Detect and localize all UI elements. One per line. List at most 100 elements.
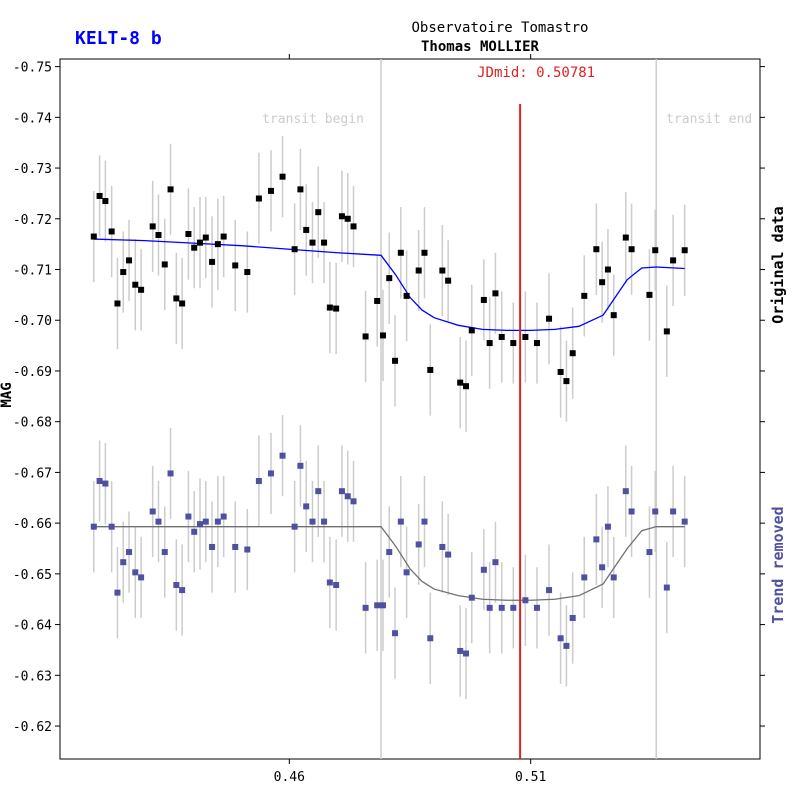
- trend-removed-point: [670, 508, 677, 515]
- y-tick-label: -0.62: [13, 720, 52, 735]
- original-data-point: [191, 244, 198, 251]
- trend-removed-point: [120, 559, 127, 566]
- y-tick-label: -0.75: [13, 61, 52, 76]
- original-data-point: [326, 304, 333, 311]
- trend-removed-point: [321, 518, 328, 525]
- trend-removed-point: [468, 594, 475, 601]
- trend-removed-point: [480, 566, 487, 573]
- original-data-point: [267, 187, 274, 194]
- trend-removed-point: [415, 541, 422, 548]
- trend-removed-point: [510, 604, 517, 611]
- original-data-point: [309, 239, 316, 246]
- trend-removed-point: [628, 508, 635, 515]
- x-tick-label: 0.46: [274, 770, 305, 785]
- original-data-point: [202, 234, 209, 241]
- trend-removed-point: [191, 528, 198, 535]
- original-data-point: [510, 340, 517, 347]
- original-data-point: [563, 378, 570, 385]
- original-data-point: [179, 300, 186, 307]
- transit-begin-label: transit begin: [262, 112, 364, 127]
- trend-removed-point: [126, 549, 133, 556]
- original-data-point: [96, 192, 103, 199]
- trend-removed-point: [463, 650, 469, 657]
- trend-removed-point: [244, 546, 251, 553]
- original-data-point: [468, 327, 475, 334]
- trend-removed-point: [209, 543, 216, 550]
- original-data-point: [155, 232, 162, 239]
- original-data-point: [533, 340, 540, 347]
- trend-removed-point: [581, 574, 588, 581]
- original-data-point: [185, 231, 192, 237]
- original-data-point: [161, 261, 168, 268]
- original-data-point: [374, 297, 381, 304]
- trend-removed-point: [303, 503, 310, 510]
- original-data-point: [132, 281, 139, 288]
- original-data-point: [546, 315, 553, 322]
- original-data-point: [397, 249, 404, 256]
- trend-removed-point: [421, 518, 428, 525]
- original-data-point: [498, 333, 505, 340]
- original-data-point: [486, 340, 493, 347]
- trend-removed-point: [599, 564, 606, 571]
- trend-removed-point: [457, 647, 464, 654]
- original-data-point: [338, 213, 345, 220]
- original-data-point: [149, 223, 156, 230]
- trend-removed-point: [102, 480, 109, 487]
- original-data-point: [427, 366, 434, 373]
- trend-removed-point: [202, 518, 209, 525]
- trend-removed-point: [546, 587, 553, 594]
- trend-removed-point: [267, 470, 274, 477]
- y-tick-label: -0.66: [13, 517, 52, 532]
- trend-removed-fit-curve: [93, 526, 685, 601]
- original-data-point: [421, 249, 428, 256]
- trend-removed-point: [392, 630, 399, 637]
- y-tick-label: -0.71: [13, 264, 52, 279]
- trend-removed-point: [663, 584, 670, 591]
- trend-removed-point: [90, 523, 97, 530]
- trend-removed-point: [315, 488, 322, 495]
- trend-removed-point: [681, 518, 688, 525]
- original-data-point: [415, 267, 422, 274]
- trend-removed-point: [646, 549, 653, 556]
- trend-removed-point: [498, 604, 505, 611]
- original-data-point: [114, 300, 121, 307]
- original-data-point: [214, 241, 221, 248]
- original-data-point: [220, 233, 227, 240]
- plot-frame: [59, 58, 761, 760]
- trend-removed-point: [593, 536, 600, 543]
- original-data-point: [102, 198, 109, 205]
- trend-removed-point: [379, 602, 386, 609]
- original-data-point: [344, 215, 351, 222]
- trend-removed-point: [344, 493, 351, 500]
- original-data-point: [457, 379, 464, 386]
- trend-removed-point: [161, 549, 168, 556]
- trend-removed-point: [652, 508, 659, 515]
- trend-removed-point: [114, 589, 121, 596]
- trend-removed-point: [350, 498, 357, 505]
- original-data-point: [255, 195, 262, 202]
- observer-label: Thomas MOLLIER: [421, 39, 540, 55]
- trend-removed-point: [132, 569, 139, 576]
- y-tick-label: -0.70: [13, 314, 52, 329]
- original-data-point: [315, 209, 322, 216]
- original-data-point: [303, 226, 310, 233]
- trend-removed-point: [439, 543, 446, 550]
- original-data-point: [167, 186, 174, 193]
- trend-removed-point: [397, 518, 404, 525]
- y-axis-label: MAG: [0, 382, 15, 407]
- original-data-point: [279, 173, 286, 180]
- y-tick-label: -0.65: [13, 568, 52, 583]
- original-data-point: [480, 296, 487, 303]
- original-data-point: [197, 239, 203, 246]
- original-fit-curve: [93, 238, 685, 332]
- original-data-point: [209, 258, 216, 265]
- axes: -0.75 -0.74 -0.73 -0.72 -0.71 -0.70 -0.69 -0.68…: [13, 54, 765, 785]
- original-data-point: [622, 234, 629, 241]
- trend-removed-point: [232, 543, 239, 550]
- trend-removed-point: [403, 569, 410, 576]
- original-data-point: [652, 247, 659, 254]
- trend-removed-point: [569, 614, 576, 621]
- y-tick-label: -0.64: [13, 619, 52, 634]
